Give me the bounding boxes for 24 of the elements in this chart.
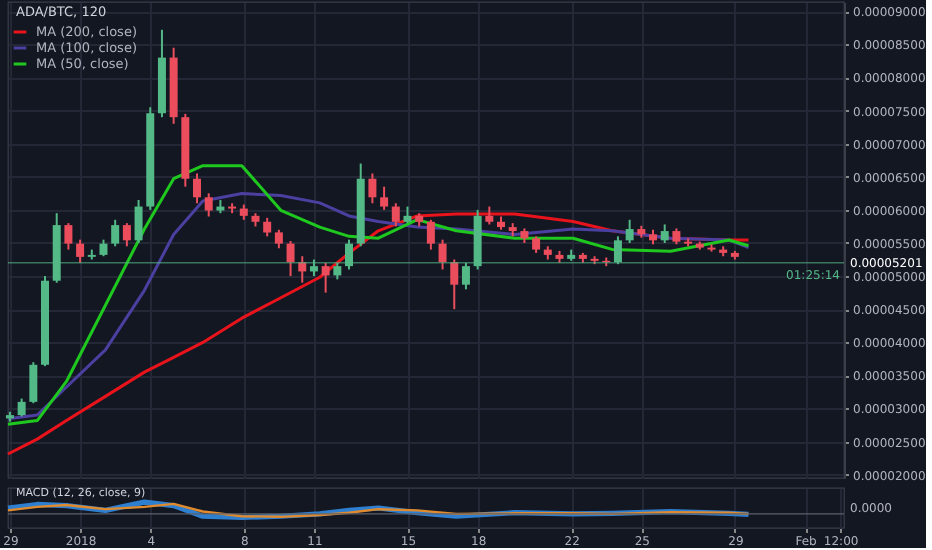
candlestick [204, 192, 213, 218]
candlestick [368, 172, 377, 205]
candlestick [321, 261, 330, 294]
candlestick [345, 238, 354, 271]
candlestick [286, 239, 295, 278]
candlestick [64, 222, 73, 251]
candlestick [134, 198, 143, 244]
candlestick [461, 261, 470, 291]
candlestick [660, 223, 669, 244]
candlestick [613, 235, 622, 266]
candlestick [298, 255, 307, 284]
candlestick [111, 218, 120, 248]
candlestick [274, 228, 283, 250]
candlestick [625, 218, 634, 244]
candlestick [29, 361, 38, 405]
candlestick [263, 216, 272, 238]
candlestick [450, 258, 459, 311]
candlestick [76, 238, 85, 264]
candlestick [380, 185, 389, 211]
candlestick [122, 222, 131, 248]
candlestick [193, 172, 202, 205]
candlestick [391, 202, 400, 228]
candlestick [438, 238, 447, 271]
candlestick [426, 218, 435, 251]
